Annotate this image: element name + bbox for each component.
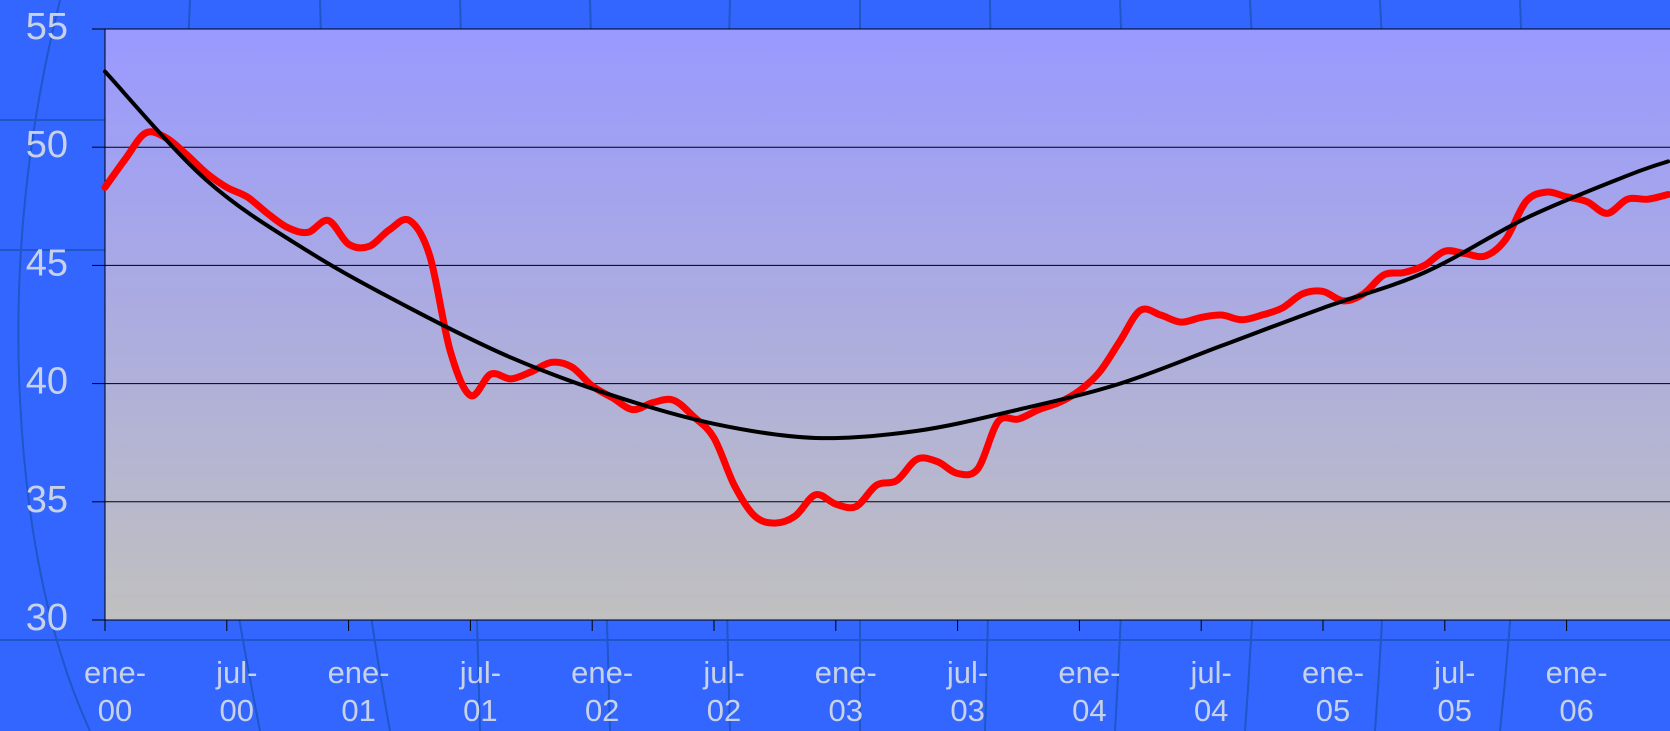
x-tick-label: ene-06 xyxy=(1545,655,1608,728)
x-tick-label: jul-00 xyxy=(216,655,258,728)
y-tick-label: 40 xyxy=(26,361,68,403)
plot-area xyxy=(105,29,1670,620)
y-tick-label: 55 xyxy=(26,6,68,48)
x-tick-label: jul-03 xyxy=(946,655,989,728)
y-tick-label: 35 xyxy=(26,479,68,521)
trend-line xyxy=(103,69,1670,441)
x-tick-label: ene-00 xyxy=(83,655,147,728)
x-tick-label: ene-03 xyxy=(814,655,877,728)
x-tick-label: ene-02 xyxy=(571,655,634,728)
x-tick-label: ene-04 xyxy=(1058,655,1121,728)
y-tick-label: 50 xyxy=(26,124,68,166)
x-tick-label: ene-01 xyxy=(327,655,390,728)
x-tick-label: jul-02 xyxy=(703,655,745,728)
x-tick-label: ene-05 xyxy=(1301,655,1365,728)
y-tick-label: 30 xyxy=(26,597,68,639)
y-tick-label: 45 xyxy=(26,242,68,284)
x-tick-label: jul-05 xyxy=(1434,655,1476,728)
x-tick-label: jul-04 xyxy=(1190,655,1232,728)
x-tick-label: jul-01 xyxy=(459,655,502,728)
data-line xyxy=(101,128,1670,527)
